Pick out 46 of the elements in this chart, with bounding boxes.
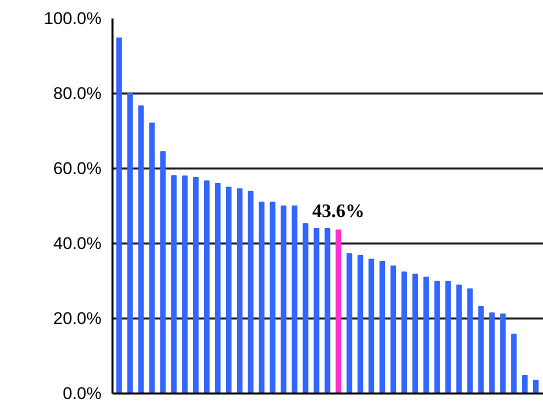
bar	[182, 176, 188, 394]
bar	[445, 280, 451, 394]
bar	[489, 312, 495, 394]
bar	[116, 38, 122, 394]
bar	[467, 288, 473, 394]
bar	[336, 230, 342, 394]
bar	[324, 228, 330, 394]
y-tick-label: 0.0%	[62, 384, 102, 403]
bar	[149, 122, 155, 394]
bar	[456, 284, 462, 394]
bar	[280, 206, 286, 394]
bar	[314, 228, 320, 394]
bar	[292, 206, 298, 394]
bar	[533, 380, 539, 394]
bar	[127, 93, 133, 394]
y-tick-label: 60.0%	[53, 159, 102, 178]
bar	[138, 105, 144, 394]
bar	[423, 276, 429, 394]
bar	[358, 255, 364, 394]
bar	[522, 375, 528, 394]
bar	[270, 202, 276, 394]
bar	[214, 183, 221, 394]
bar	[346, 253, 352, 394]
bar	[379, 261, 386, 394]
bar	[390, 266, 396, 394]
y-tick-label: 20.0%	[53, 309, 102, 328]
bar	[511, 334, 517, 394]
bar	[160, 151, 166, 394]
data-label: 43.6%	[312, 201, 365, 222]
y-tick-label: 40.0%	[53, 234, 102, 253]
bar	[368, 258, 374, 394]
bar	[248, 190, 254, 394]
bar	[204, 180, 210, 394]
bar	[434, 280, 440, 394]
bar	[258, 202, 264, 394]
bar	[478, 306, 484, 394]
bar	[236, 188, 243, 394]
y-tick-label: 100.0%	[44, 9, 102, 28]
bar	[401, 272, 408, 394]
y-tick-label: 80.0%	[53, 84, 102, 103]
bar	[302, 223, 308, 394]
bar	[226, 186, 232, 394]
bar	[412, 274, 418, 394]
bar	[500, 314, 506, 394]
bar	[171, 175, 177, 394]
bar	[193, 177, 199, 394]
